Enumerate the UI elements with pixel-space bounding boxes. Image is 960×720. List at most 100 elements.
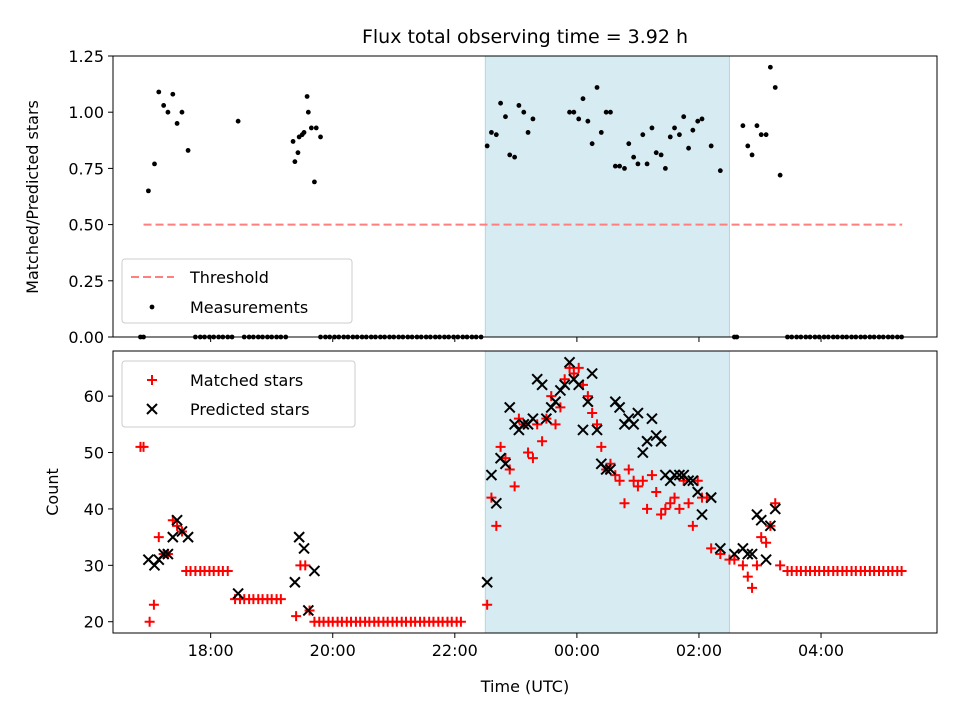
matched-star-marker [482, 599, 493, 610]
x-tick-label: 20:00 [310, 641, 356, 660]
y-tick-label: 0.50 [68, 216, 104, 235]
matched-star-marker [737, 560, 748, 571]
measurement-point [516, 103, 522, 108]
measurement-point [603, 109, 609, 115]
matched-star-marker [756, 532, 767, 543]
predicted-star-marker [728, 548, 741, 560]
measurement-point [745, 143, 751, 149]
measurement-point [672, 125, 677, 131]
matched-star-marker [747, 582, 758, 593]
x-tick-label: 22:00 [432, 641, 478, 660]
measurement-point [754, 123, 760, 129]
measurement-point [667, 134, 673, 140]
measurement-point [677, 132, 682, 138]
measurement-point [589, 141, 595, 147]
matched-star-marker [500, 453, 511, 464]
legend-threshold-label: Threshold [189, 268, 269, 287]
y-tick-label: 30 [84, 556, 104, 575]
predicted-star-marker [302, 604, 315, 617]
measurement-point [598, 130, 604, 135]
measurement-point [507, 152, 513, 158]
predicted-star-marker [746, 548, 758, 560]
measurement-point [308, 125, 314, 131]
legend-box [121, 360, 356, 428]
y-tick-label: 1.25 [68, 47, 104, 66]
matched-star-marker [138, 441, 149, 452]
predicted-star-marker [742, 548, 754, 560]
matched-star-marker [687, 520, 698, 531]
predicted-star-marker [540, 412, 553, 425]
measurement-point [608, 109, 613, 115]
measurement-point [146, 188, 151, 194]
predicted-star-marker [673, 469, 686, 481]
measurement-point [631, 154, 637, 160]
predicted-star-marker [549, 396, 562, 408]
matched-star-marker [573, 362, 584, 373]
matched-star-marker [896, 565, 907, 576]
predicted-star-marker [563, 356, 576, 368]
predicted-star-marker [600, 463, 612, 476]
observing-window-span [484, 55, 730, 338]
matched-star-marker [495, 441, 506, 452]
x-axis-label: Time (UTC) [480, 677, 569, 696]
matched-star-marker [550, 419, 561, 430]
matched-star-marker [637, 475, 648, 486]
count-legend: Matched stars Predicted stars [121, 360, 356, 428]
measurement-point [640, 132, 646, 138]
matched-star-marker [742, 571, 753, 582]
predicted-star-marker [490, 497, 503, 509]
predicted-star-marker [613, 401, 626, 414]
predicted-star-marker [485, 469, 498, 481]
measurement-point [305, 109, 311, 115]
y-tick-label: 0.75 [68, 159, 104, 178]
matched-star-marker [486, 492, 497, 503]
legend-predicted-swatch [146, 403, 158, 415]
predicted-star-marker [764, 520, 777, 532]
measurement-point [708, 143, 714, 149]
predicted-star-marker [518, 418, 530, 431]
y-tick-label: 40 [84, 500, 104, 519]
measurement-point [165, 109, 171, 115]
y-tick-label: 1.00 [68, 103, 104, 122]
predicted-star-marker [646, 412, 658, 425]
matched-star-marker [642, 503, 653, 514]
x-tick-label: 00:00 [554, 641, 600, 660]
predicted-star-marker [682, 475, 695, 487]
observing-window-span [484, 350, 730, 634]
y-tick-label: 60 [84, 387, 104, 406]
count-panel: 20 30 40 50 60 18:00 20:00 22:00 00:00 02:00 04:00… [84, 350, 938, 660]
predicted-star-marker [591, 424, 603, 436]
measurement-point [530, 116, 536, 122]
legend-predicted-label: Predicted stars [190, 400, 310, 419]
measurement-point [179, 109, 185, 115]
measurement-point [612, 163, 618, 169]
measurement-point [695, 118, 701, 124]
measurement-point [763, 132, 769, 138]
measurement-point [699, 116, 705, 122]
legend-matched-label: Matched stars [190, 371, 303, 390]
matched-star-marker [148, 599, 159, 610]
matched-star-marker [455, 616, 466, 627]
predicted-star-marker [232, 587, 244, 600]
measurement-point [635, 161, 641, 167]
matched-star-marker [564, 362, 575, 373]
measurement-point [649, 125, 655, 131]
matched-star-marker [172, 520, 183, 531]
predicted-star-marker [714, 542, 727, 555]
measurement-point [740, 123, 746, 129]
y-tick-label: 0.25 [68, 272, 104, 291]
matched-star-marker [751, 560, 762, 571]
measurement-point [489, 130, 494, 135]
matched-star-marker [596, 441, 607, 452]
ratio-y-axis-label: Matched/Predicted stars [23, 100, 42, 294]
measurement-point [767, 64, 773, 70]
matched-star-marker [587, 408, 598, 419]
predicted-star-marker [558, 379, 571, 391]
predicted-star-marker [293, 531, 305, 543]
measurement-point [512, 154, 518, 160]
measurement-point [681, 114, 687, 120]
matched-star-marker [222, 565, 233, 576]
matched-star-marker [568, 368, 579, 379]
matched-star-marker [537, 436, 548, 447]
measurement-point [585, 118, 591, 124]
